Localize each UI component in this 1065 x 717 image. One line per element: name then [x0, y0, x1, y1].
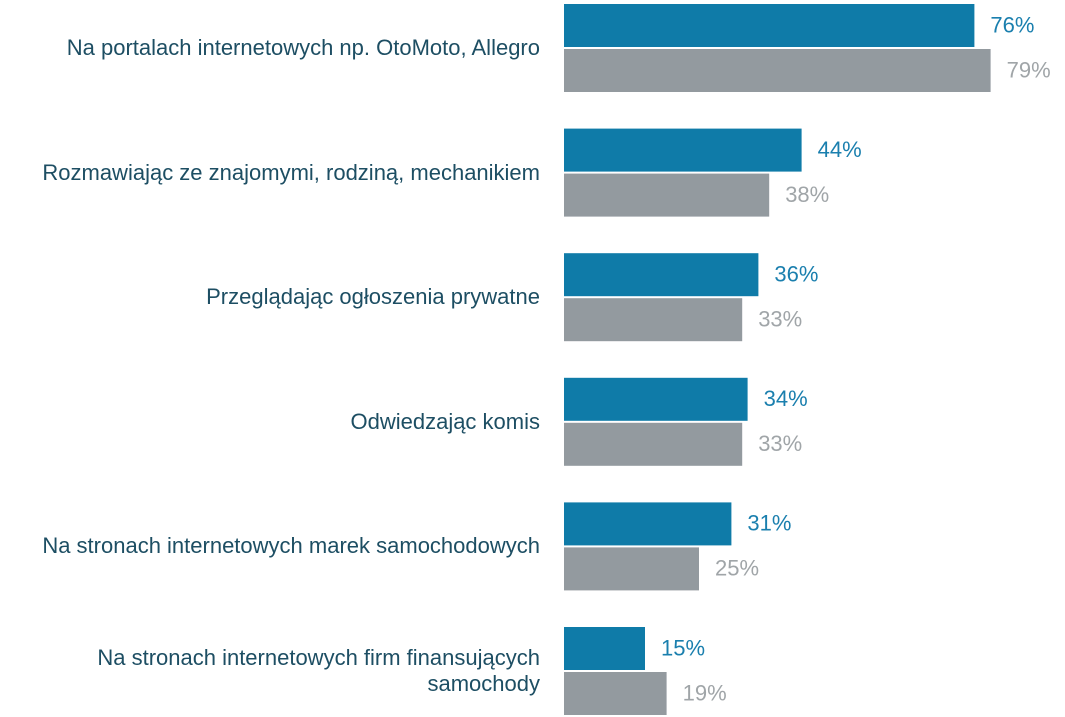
- bar: [564, 502, 732, 546]
- category-label: Na portalach internetowych np. OtoMoto, …: [66, 35, 540, 60]
- value-label: 36%: [774, 262, 818, 287]
- bar: [564, 547, 699, 591]
- value-label: 44%: [818, 137, 862, 162]
- category-label: Odwiedzając komis: [350, 408, 540, 434]
- value-label: 34%: [764, 386, 808, 411]
- category-label: Rozmawiając ze znajomymi, rodziną, mecha…: [42, 159, 540, 185]
- value-label: 15%: [661, 635, 705, 660]
- value-label: 19%: [683, 680, 727, 705]
- value-label: 25%: [715, 556, 759, 581]
- category-label: Na stronach internetowych marek samochod…: [42, 533, 540, 559]
- bar: [564, 377, 748, 421]
- bar: [564, 298, 743, 342]
- bar: [564, 173, 770, 217]
- bar: [564, 672, 667, 715]
- value-label: 38%: [785, 182, 829, 207]
- value-label: 76%: [990, 12, 1034, 37]
- value-label: 33%: [758, 431, 802, 456]
- bar: [564, 4, 975, 47]
- bar: [564, 422, 743, 466]
- bar: [564, 253, 759, 297]
- bar: [564, 49, 991, 92]
- bar: [564, 627, 645, 670]
- value-label: 31%: [747, 511, 791, 536]
- value-label: 79%: [1007, 57, 1051, 82]
- bar: [564, 128, 802, 172]
- value-label: 33%: [758, 307, 802, 332]
- category-label: Na stronach internetowych firm finansują…: [97, 645, 540, 696]
- category-label: Przeglądając ogłoszenia prywatne: [206, 284, 540, 310]
